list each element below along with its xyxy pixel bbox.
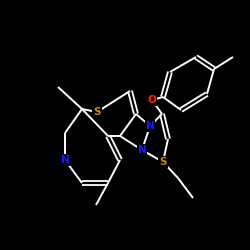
- Text: S: S: [159, 157, 167, 167]
- Text: N: N: [138, 145, 146, 155]
- Text: N: N: [146, 121, 154, 131]
- Text: N: N: [60, 155, 70, 165]
- Text: S: S: [93, 107, 101, 117]
- Text: O: O: [148, 95, 156, 105]
